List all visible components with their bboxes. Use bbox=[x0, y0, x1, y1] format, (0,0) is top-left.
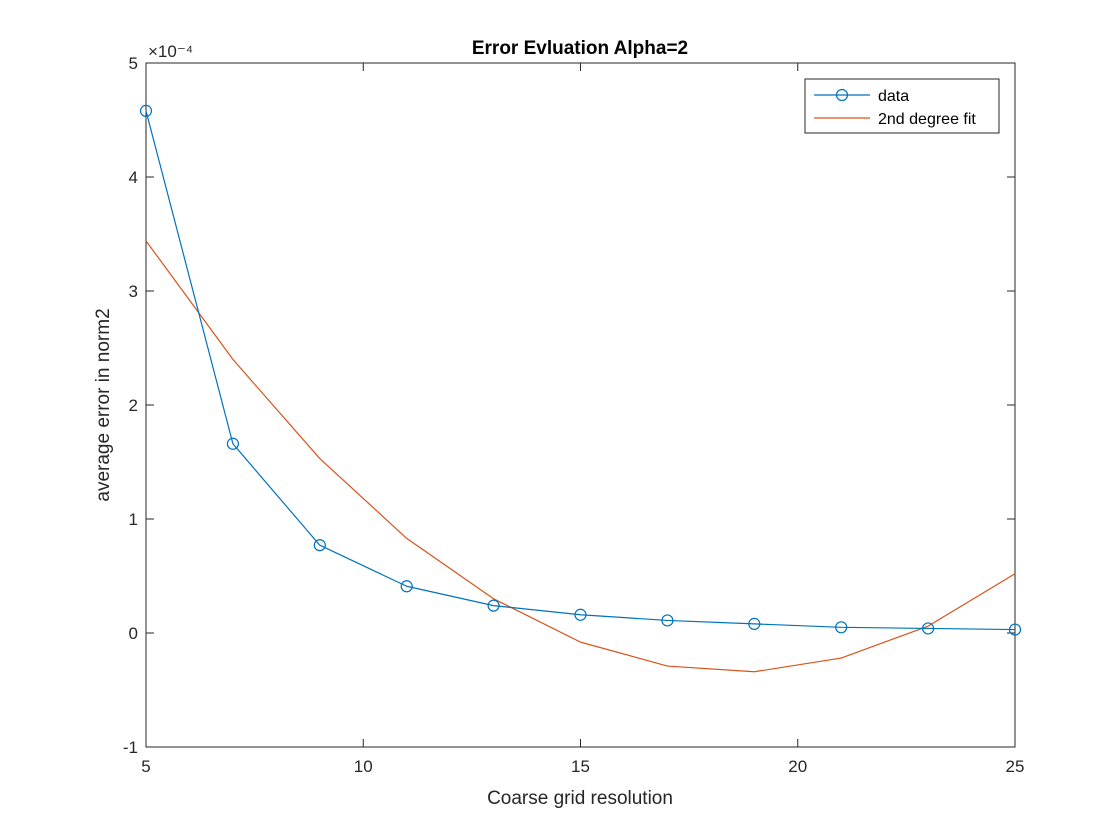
legend-data-marker bbox=[835, 88, 849, 102]
legend-box bbox=[804, 78, 1000, 134]
data-point-data bbox=[487, 599, 500, 612]
data-point-data bbox=[313, 539, 326, 552]
y-tick-label: 5 bbox=[129, 54, 138, 73]
data-point-data bbox=[226, 437, 239, 450]
series-layer bbox=[139, 104, 1022, 673]
y-tick-label: 0 bbox=[129, 624, 138, 643]
y-axis-label: average error in norm2 bbox=[93, 308, 114, 501]
x-axis-label: Coarse grid resolution bbox=[487, 788, 673, 809]
series-line-2nd-degree-fit bbox=[145, 240, 1016, 673]
data-point-data bbox=[661, 614, 674, 627]
y-tick-label: 3 bbox=[129, 282, 138, 301]
legend-data-label: data bbox=[878, 88, 909, 105]
y-tick-label: -1 bbox=[123, 738, 138, 757]
plot-area bbox=[145, 62, 1016, 748]
y-tick-label: 4 bbox=[129, 168, 138, 187]
data-point-data bbox=[139, 104, 153, 117]
x-tick-label: 10 bbox=[354, 757, 373, 776]
y-tick-label: 2 bbox=[129, 396, 138, 415]
x-tick-label: 25 bbox=[1006, 757, 1025, 776]
x-tick-label: 5 bbox=[141, 757, 150, 776]
legend-fit-label: 2nd degree fit bbox=[878, 111, 976, 128]
data-point-data bbox=[748, 617, 761, 630]
data-point-data bbox=[400, 580, 413, 593]
chart-title: Error Evluation Alpha=2 bbox=[472, 38, 688, 59]
data-point-data bbox=[921, 622, 935, 635]
data-point-data bbox=[1008, 623, 1022, 636]
data-point-data bbox=[574, 608, 587, 621]
series-line-data bbox=[145, 110, 1016, 631]
data-point-data bbox=[835, 621, 848, 634]
x-tick-label: 20 bbox=[788, 757, 807, 776]
tick-labels: 5 10 15 20 25 -1 0 1 2 3 4 5 bbox=[123, 54, 1025, 776]
y-exponent-label: ×10⁻⁴ bbox=[148, 42, 193, 61]
legend: data 2nd degree fit bbox=[804, 78, 1000, 134]
x-tick-label: 15 bbox=[571, 757, 590, 776]
y-tick-label: 1 bbox=[129, 510, 138, 529]
